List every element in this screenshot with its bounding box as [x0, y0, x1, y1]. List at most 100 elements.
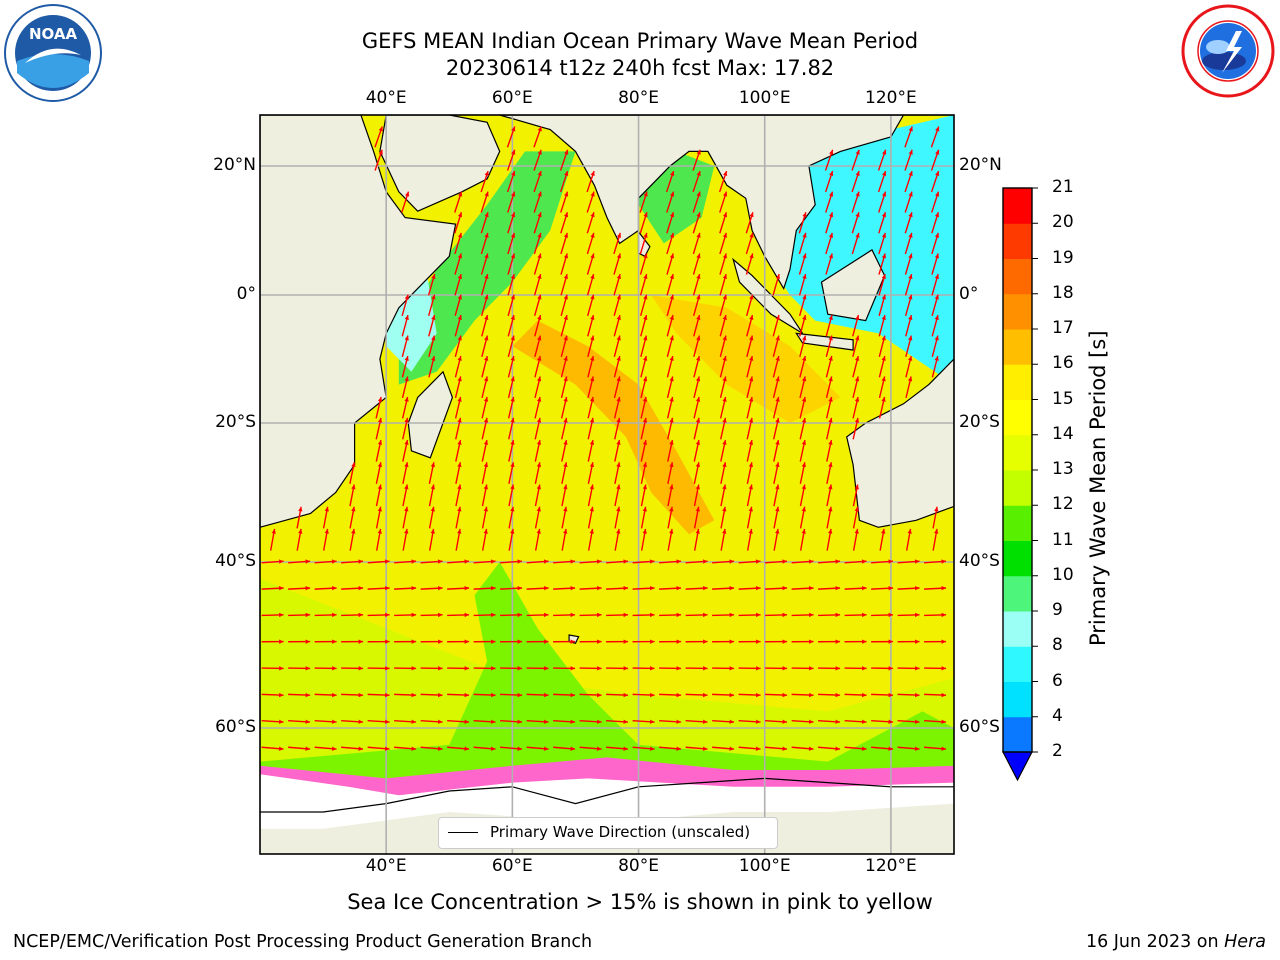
map-frame — [259, 114, 955, 855]
wave-direction-arrowhead — [748, 462, 754, 468]
wave-direction-arrowhead — [941, 586, 947, 591]
wave-direction-arrowhead — [510, 440, 515, 445]
wave-direction-arrowhead — [775, 356, 780, 361]
wave-direction-arrowhead — [908, 294, 913, 300]
wave-direction-arrowhead — [881, 396, 886, 402]
wave-direction-arrowhead — [331, 746, 337, 751]
wave-direction-arrowhead — [278, 586, 284, 591]
wave-direction-arrowhead — [457, 335, 462, 341]
wave-direction-arrowhead — [828, 212, 834, 218]
noaa-logo: NOAA — [3, 3, 103, 103]
wave-direction-arrowhead — [483, 528, 488, 534]
land-antarctica — [260, 803, 954, 854]
wave-direction-arrowhead — [570, 559, 576, 564]
wave-direction-arrowhead — [589, 484, 594, 490]
wave-direction-arrowhead — [590, 171, 595, 176]
wave-direction-arrowhead — [563, 462, 568, 468]
wave-direction-arrowhead — [642, 417, 648, 423]
wave-direction-arrowhead — [490, 559, 496, 564]
wave-direction-arrowhead — [517, 746, 523, 751]
footer-credit: NCEP/EMC/Verification Post Processing Pr… — [13, 932, 593, 952]
wave-direction-arrowhead — [695, 484, 700, 490]
wave-direction-arrowhead — [570, 719, 576, 724]
wave-direction-arrowhead — [828, 396, 833, 402]
wave-direction-arrowhead — [404, 315, 409, 321]
wave-direction-arrowhead — [544, 692, 549, 698]
wave-direction-arrowhead — [431, 274, 436, 280]
wave-direction-arrowhead — [669, 528, 674, 534]
wave-direction-arrowhead — [491, 639, 496, 644]
colorbar-segment — [1003, 434, 1032, 471]
wave-direction-arrowhead — [695, 417, 701, 423]
wave-direction-arrowhead — [755, 559, 761, 564]
wave-direction-arrowhead — [404, 528, 409, 534]
wave-direction-arrowhead — [642, 506, 647, 512]
colorbar-tick-label: 6 — [1052, 670, 1063, 691]
wave-direction-arrowhead — [438, 666, 443, 671]
wave-direction-arrowhead — [755, 692, 761, 698]
wave-direction-arrowhead — [457, 376, 462, 382]
wave-direction-arrowhead — [941, 692, 947, 698]
colorbar-tick-label: 13 — [1052, 459, 1074, 479]
wave-direction-arrowhead — [332, 639, 337, 644]
colorbar-tick-label: 12 — [1052, 494, 1074, 515]
wave-direction-arrowhead — [411, 639, 417, 644]
wave-direction-arrowhead — [696, 274, 701, 280]
lat-tick-label-right: 40°S — [959, 551, 1000, 571]
wave-direction-arrowhead — [802, 315, 807, 321]
wave-direction-arrowhead — [881, 315, 886, 321]
wave-direction-arrowhead — [669, 335, 674, 341]
wave-direction-arrowhead — [331, 559, 337, 564]
wave-direction-arrowhead — [669, 462, 674, 468]
wave-direction-arrowhead — [537, 212, 542, 218]
wave-direction-arrowhead — [649, 586, 655, 591]
wave-direction-arrowhead — [748, 417, 754, 423]
colorbar-tick-label: 14 — [1052, 423, 1074, 444]
wave-direction-arrowhead — [570, 666, 576, 671]
wave-direction-arrowhead — [722, 396, 727, 402]
wave-direction-arrowhead — [729, 559, 735, 564]
wave-direction-arrowhead — [881, 335, 886, 341]
wave-direction-arrowhead — [642, 440, 648, 445]
wave-direction-arrowhead — [722, 506, 727, 512]
wave-direction-arrowhead — [676, 612, 682, 618]
lat-tick-label-left: 20°S — [215, 412, 256, 432]
wave-direction-arrowhead — [650, 692, 655, 698]
wave-direction-arrowhead — [537, 294, 542, 300]
wave-direction-arrowhead — [855, 232, 860, 238]
wave-direction-arrowhead — [570, 612, 576, 618]
wave-direction-arrowhead — [483, 462, 489, 468]
wave-direction-arrowhead — [511, 126, 516, 132]
wave-direction-arrowhead — [457, 484, 462, 490]
wave-direction-arrowhead — [305, 719, 311, 724]
wave-direction-arrowhead — [305, 586, 311, 591]
wave-direction-arrowhead — [642, 484, 647, 490]
wave-direction-arrowhead — [881, 528, 886, 534]
wave-direction-arrowhead — [703, 612, 708, 618]
wave-direction-arrowhead — [801, 440, 807, 445]
wave-direction-arrowhead — [782, 746, 788, 751]
wave-direction-arrowhead — [881, 376, 886, 382]
wave-direction-arrowhead — [941, 746, 947, 751]
wave-direction-arrowhead — [438, 639, 443, 644]
wave-direction-arrowhead — [801, 396, 807, 402]
wave-direction-arrowhead — [510, 294, 515, 300]
wave-direction-arrowhead — [589, 462, 595, 468]
wave-direction-arrowhead — [934, 274, 939, 280]
wave-direction-arrowhead — [457, 417, 462, 423]
wave-direction-arrowhead — [279, 666, 284, 671]
wave-direction-arrowhead — [748, 396, 754, 402]
wave-direction-arrowhead — [828, 376, 833, 382]
wave-direction-arrowhead — [755, 719, 761, 724]
wave-direction-arrowhead — [888, 586, 894, 591]
colorbar-under-extension — [1002, 751, 1033, 782]
wave-direction-arrowhead — [935, 126, 940, 132]
wave-direction-arrowhead — [854, 528, 859, 534]
wave-direction-arrowhead — [616, 356, 621, 361]
wave-direction-arrowhead — [484, 212, 489, 218]
wave-direction-arrowhead — [563, 356, 568, 361]
wave-direction-arrowhead — [377, 506, 382, 512]
wave-direction-arrowhead — [305, 559, 311, 564]
wave-direction-arrowhead — [464, 639, 470, 644]
wave-direction-arrowhead — [484, 191, 489, 197]
